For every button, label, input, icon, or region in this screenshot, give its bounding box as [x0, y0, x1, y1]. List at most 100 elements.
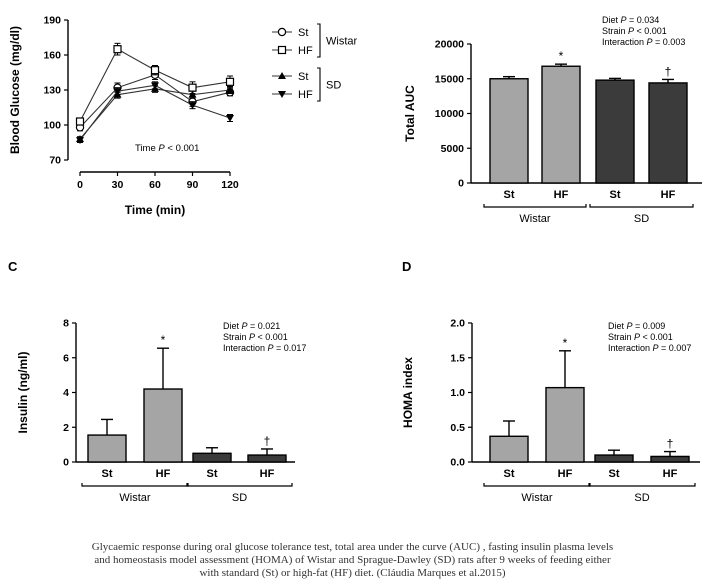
- x-tick-label: St: [609, 468, 620, 480]
- caption-line-3: with standard (St) or high-fat (HF) diet…: [199, 567, 506, 579]
- data-point: [75, 117, 85, 126]
- data-point: [188, 90, 197, 98]
- significance-mark: *: [563, 336, 568, 350]
- data-point: [150, 66, 160, 75]
- y-axis-label: Blood Glucose (mg/dl): [8, 26, 22, 154]
- y-tick-label: 4: [63, 387, 69, 399]
- group-label: SD: [634, 492, 649, 504]
- x-tick-label: 90: [187, 179, 199, 191]
- legend-entry: HF: [298, 45, 313, 57]
- group-bracket: [186, 483, 293, 487]
- stats-annotation: Diet P = 0.009: [608, 321, 665, 331]
- group-bracket: [483, 483, 591, 487]
- y-tick-label: 15000: [435, 73, 464, 85]
- x-tick-label: St: [610, 189, 621, 201]
- x-tick-label: 60: [149, 179, 161, 191]
- y-tick-label: 2.0: [450, 318, 465, 330]
- panel-letter-d: D: [402, 259, 411, 274]
- x-tick-label: HF: [554, 189, 569, 201]
- y-tick-label: 0.5: [450, 422, 465, 434]
- stats-annotation: Diet P = 0.034: [602, 15, 659, 25]
- panel-a-line-chart: 70 100 130 160 190 0 30 60 90 120 Time (min) Blood …: [8, 15, 358, 218]
- group-label: SD: [634, 213, 649, 225]
- stats-annotation: Interaction P = 0.017: [223, 343, 306, 353]
- y-axis-label: HOMA index: [401, 357, 415, 428]
- data-point: [113, 45, 122, 54]
- bar: [594, 454, 634, 463]
- stats-annotation: Strain P < 0.001: [602, 26, 667, 36]
- y-tick-label: 8: [63, 318, 69, 330]
- y-axis-label: Insulin (ng/ml): [16, 352, 30, 434]
- legend-entry: St: [298, 71, 308, 83]
- significance-mark: *: [559, 49, 564, 63]
- panel-b-bar-chart: 0 5000 10000 15000 20000 Total AUC St HF * St HF † W…: [403, 15, 702, 225]
- y-tick-label: 0: [63, 457, 69, 469]
- x-tick-label: HF: [661, 189, 676, 201]
- legend-entry: HF: [298, 89, 313, 101]
- x-tick-label: 30: [112, 179, 124, 191]
- data-point: [188, 102, 197, 110]
- bar: [192, 452, 232, 463]
- x-tick-label: 0: [77, 179, 83, 191]
- data-point: [113, 88, 122, 96]
- x-tick-label: HF: [260, 468, 275, 480]
- group-label: Wistar: [119, 492, 151, 504]
- data-point: [226, 115, 234, 122]
- legend-group-label: Wistar: [326, 36, 358, 48]
- bar: [489, 78, 529, 184]
- significance-mark: †: [264, 434, 271, 448]
- time-p-annotation: Time P < 0.001: [135, 143, 199, 154]
- series-line: [79, 88, 231, 140]
- y-tick-label: 70: [49, 155, 61, 167]
- bar: [541, 65, 581, 184]
- group-label: Wistar: [519, 213, 551, 225]
- x-tick-label: St: [207, 468, 218, 480]
- x-tick-label: St: [504, 468, 515, 480]
- x-tick-label: HF: [156, 468, 171, 480]
- panel-c-bar-chart: 0 2 4 6 8 Insulin (ng/ml) St HF * St HF † Wistar SD Di…: [16, 318, 306, 505]
- legend-group-label: SD: [326, 80, 341, 92]
- data-point: [151, 82, 159, 90]
- y-tick-label: 1.5: [450, 352, 465, 364]
- y-tick-label: 5000: [441, 143, 465, 155]
- stats-annotation: Strain P < 0.001: [223, 332, 288, 342]
- panel-letter-c: C: [8, 259, 18, 274]
- y-tick-label: 0: [458, 178, 464, 190]
- y-tick-label: 130: [43, 85, 61, 97]
- y-tick-label: 190: [43, 15, 61, 27]
- stats-annotation: Interaction P = 0.003: [602, 37, 685, 47]
- legend-group-bracket: [317, 23, 321, 58]
- bar: [595, 79, 635, 184]
- caption-line-2: and homeostasis model assessment (HOMA) …: [94, 554, 611, 566]
- y-tick-label: 1.0: [450, 387, 465, 399]
- y-tick-label: 2: [63, 422, 69, 434]
- bar: [489, 435, 529, 463]
- y-tick-label: 10000: [435, 108, 464, 120]
- bar: [87, 434, 127, 463]
- legend-entry: St: [298, 27, 308, 39]
- group-bracket: [483, 204, 587, 208]
- bar: [545, 386, 585, 463]
- legend-group-bracket: [317, 67, 321, 102]
- x-tick-label: St: [102, 468, 113, 480]
- x-tick-label: 120: [221, 179, 239, 191]
- significance-mark: †: [667, 437, 674, 451]
- stats-annotation: Strain P < 0.001: [608, 332, 673, 342]
- legend-marker: [277, 27, 287, 37]
- x-axis-label: Time (min): [125, 203, 185, 217]
- group-bracket: [589, 204, 694, 208]
- data-point: [76, 137, 84, 145]
- caption-line-1: Glycaemic response during oral glucose t…: [91, 541, 614, 553]
- group-label: SD: [232, 492, 247, 504]
- bar: [650, 455, 690, 463]
- significance-mark: *: [161, 333, 166, 347]
- legend-marker: [277, 45, 287, 55]
- legend-marker: [278, 72, 286, 79]
- group-bracket: [81, 483, 189, 487]
- data-point: [225, 77, 235, 86]
- bar: [648, 82, 688, 184]
- bar: [143, 388, 183, 463]
- stats-annotation: Interaction P = 0.007: [608, 343, 691, 353]
- data-point: [188, 83, 197, 92]
- group-bracket: [588, 483, 696, 487]
